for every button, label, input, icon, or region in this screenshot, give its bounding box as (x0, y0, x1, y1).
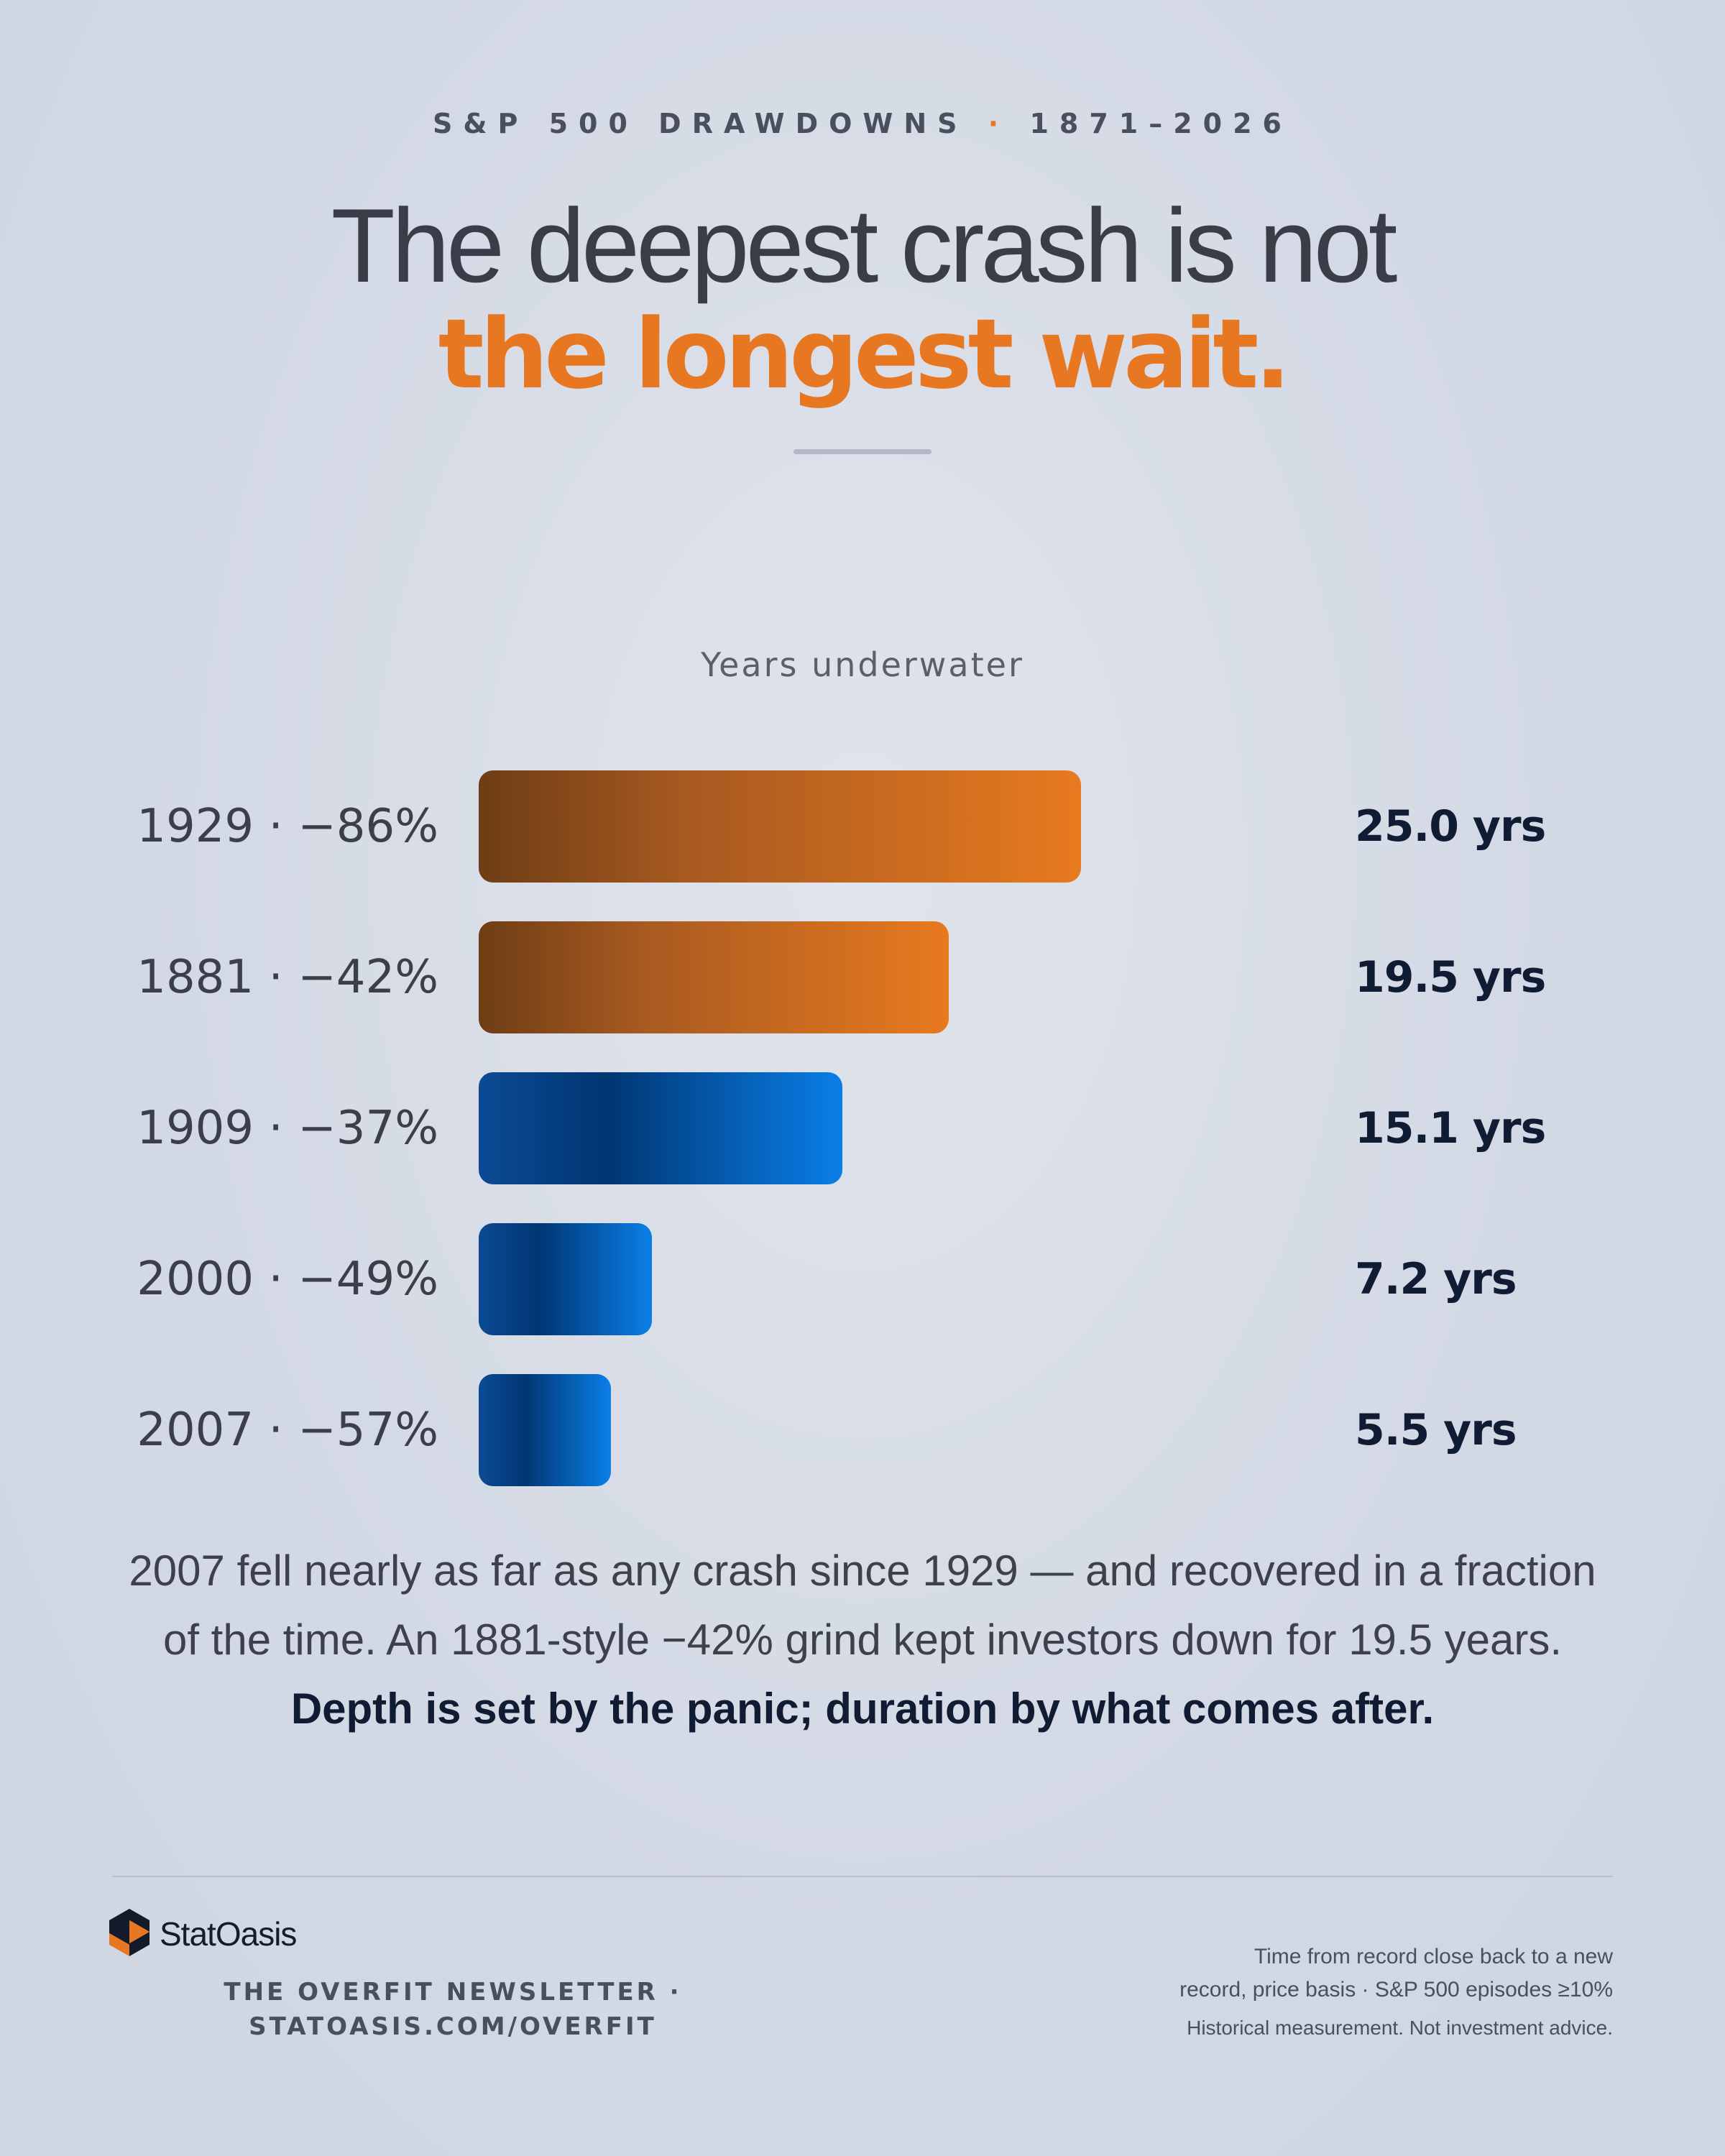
newsletter-credit: THE OVERFIT NEWSLETTER · STATOASIS.COM/O… (216, 1975, 690, 2044)
chart-title: Years underwater (701, 645, 1024, 684)
bar (479, 921, 949, 1033)
caption-emphasis: Depth is set by the panic; duration by w… (290, 1685, 1435, 1733)
methodology-note: Time from record close back to a new rec… (1038, 1940, 1613, 2007)
value-label: 7.2 yrs (1355, 1254, 1517, 1304)
page-title-highlight: the longest wait. (438, 298, 1292, 410)
brand-name: StatOasis (160, 1915, 297, 1953)
value-label: 5.5 yrs (1355, 1405, 1517, 1455)
category-label: 1881 · −42% (137, 951, 438, 1004)
title-divider (794, 449, 932, 454)
note-line-1: Time from record close back to a new (1254, 1945, 1613, 1968)
kicker: S&P 500 DRAWDOWNS · 1871–2026 (0, 108, 1725, 139)
category-label: 2000 · −49% (137, 1253, 438, 1306)
value-label: 19.5 yrs (1355, 952, 1546, 1003)
bar (479, 1223, 652, 1335)
kicker-left: S&P 500 DRAWDOWNS (433, 108, 968, 139)
kicker-right: 1871–2026 (1029, 108, 1292, 139)
category-label: 1929 · −86% (137, 800, 438, 853)
statoasis-logo-icon (109, 1909, 150, 1956)
page-title: The deepest crash is not (331, 187, 1398, 304)
kicker-separator: · (988, 108, 1010, 139)
caption-text: 2007 fell nearly as far as any crash sin… (129, 1547, 1596, 1664)
category-label: 1909 · −37% (137, 1102, 438, 1155)
note-line-2: record, price basis · S&P 500 episodes ≥… (1179, 1978, 1613, 2001)
category-label: 2007 · −57% (137, 1404, 438, 1457)
value-label: 25.0 yrs (1355, 801, 1546, 852)
value-label: 15.1 yrs (1355, 1103, 1546, 1153)
newsletter-line-1: THE OVERFIT NEWSLETTER · (224, 1978, 682, 2007)
caption: 2007 fell nearly as far as any crash sin… (115, 1537, 1610, 1743)
footer-divider (112, 1876, 1613, 1877)
newsletter-line-2: STATOASIS.COM/OVERFIT (249, 2012, 657, 2041)
bar (479, 1374, 611, 1486)
bar (479, 1072, 842, 1184)
disclaimer: Historical measurement. Not investment a… (1187, 2017, 1613, 2039)
bar (479, 770, 1081, 883)
